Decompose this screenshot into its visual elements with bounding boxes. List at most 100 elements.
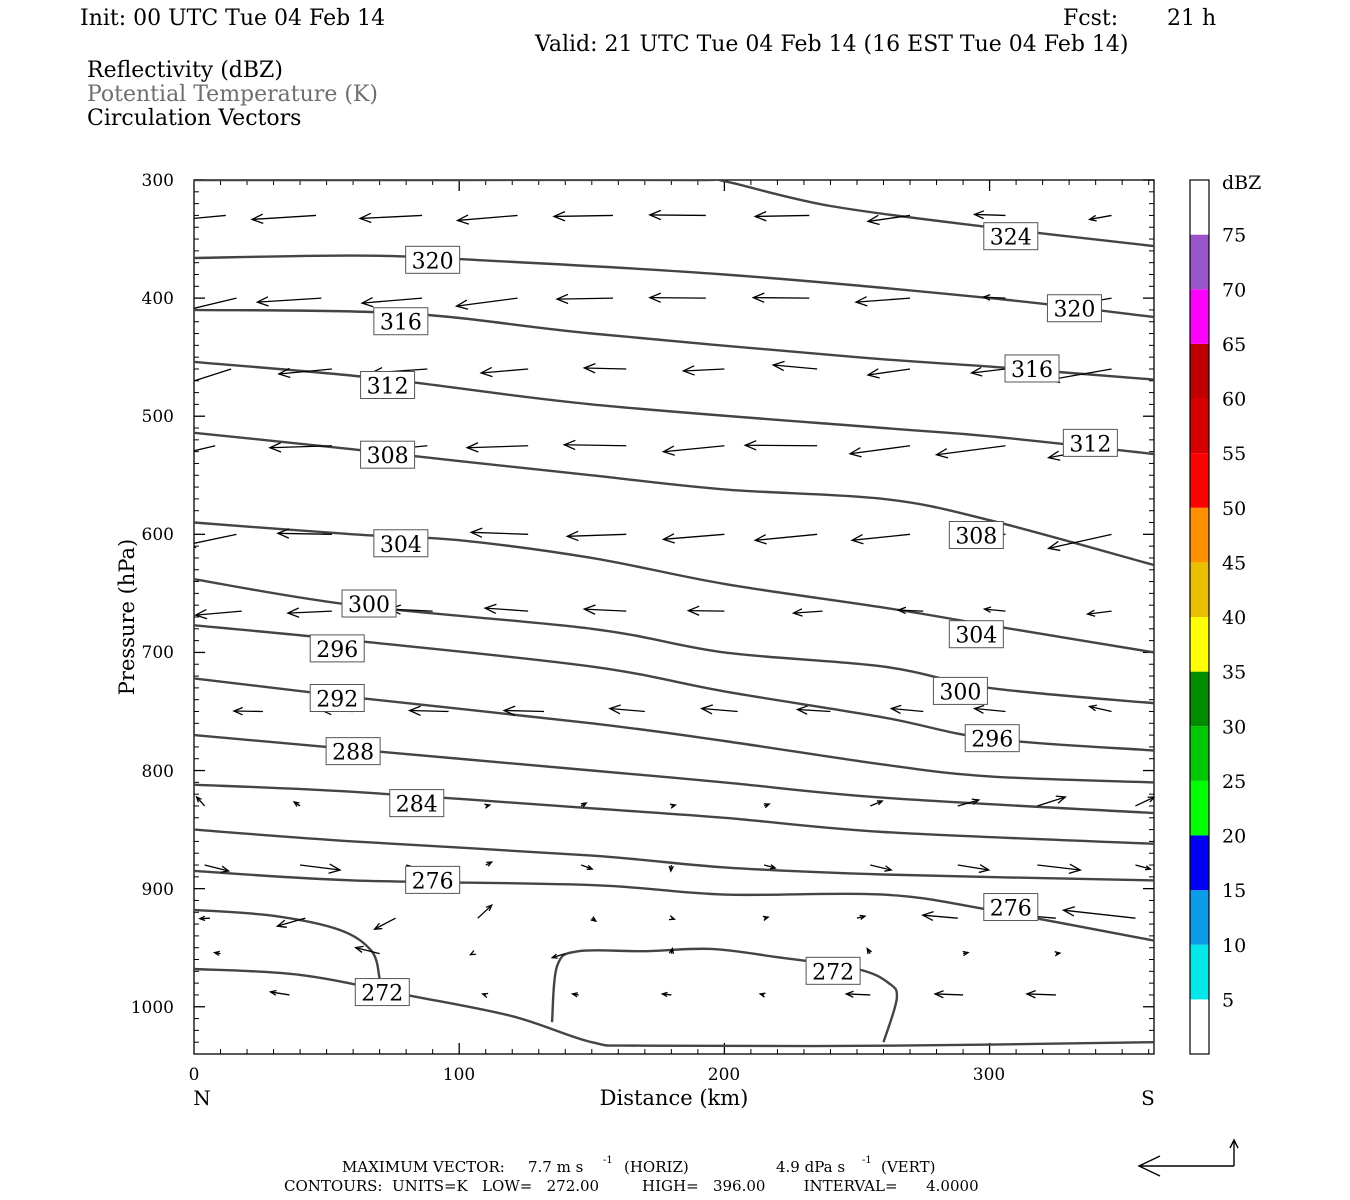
wind-vector (276, 528, 332, 539)
wind-vector (455, 214, 518, 225)
svg-text:304: 304 (380, 533, 422, 558)
isentrope-label-276: 276 (983, 893, 1039, 922)
wind-vector (743, 440, 818, 451)
y-tick-label-1000: 1000 (131, 998, 174, 1018)
field-title-theta: Potential Temperature (K) (87, 82, 378, 107)
colorbar-label: 30 (1222, 716, 1246, 738)
wind-vector (292, 801, 301, 807)
wind-vector (660, 991, 672, 998)
wind-vector (1037, 863, 1082, 874)
colorbar-label: 20 (1222, 826, 1246, 848)
wind-vector (751, 292, 810, 303)
wind-vector (791, 608, 823, 617)
wind-vector (668, 946, 675, 955)
wind-vector (844, 990, 871, 998)
wind-vector (465, 442, 529, 453)
wind-vector (848, 445, 911, 458)
wind-vector (982, 606, 1006, 613)
wind-vector (933, 990, 964, 999)
wind-vector (866, 368, 911, 379)
wind-vector (582, 363, 627, 374)
svg-text:288: 288 (332, 741, 374, 766)
colorbar-label: 60 (1222, 389, 1246, 411)
svg-text:300: 300 (939, 680, 981, 705)
colorbar-swatch (1190, 507, 1209, 563)
isentrope-label-320: 320 (405, 245, 461, 274)
colorbar-swatch (1190, 617, 1209, 672)
wind-vector (194, 608, 242, 620)
wind-vector (469, 527, 529, 538)
wind-vector (854, 296, 911, 307)
max-horiz-unit: (HORIZ) (624, 1158, 689, 1176)
wind-vector (1046, 533, 1112, 552)
wind-vector (194, 214, 226, 220)
max-vert-unit: (VERT) (881, 1158, 936, 1176)
wind-vector (870, 864, 893, 872)
wind-vector (479, 366, 529, 378)
wind-vector (502, 705, 545, 716)
isentrope-label-300: 300 (341, 589, 397, 618)
colorbar-label: 25 (1222, 771, 1246, 793)
wind-vector (1025, 989, 1056, 999)
colorbar-tick-labels: 5 10 15 20 25 30 35 40 45 50 55 60 65 70 75 (1222, 225, 1246, 1012)
wind-vector (1054, 951, 1062, 957)
isentrope-272 (550, 947, 899, 1043)
isentrope-label-272: 272 (354, 978, 410, 1007)
y-tick-label-300: 300 (142, 171, 174, 191)
max-horiz-exponent: -1 (603, 1155, 613, 1166)
isentrope-320 (194, 254, 1154, 319)
isentrope-272 (194, 967, 1154, 1048)
wind-vector (277, 367, 332, 379)
forecast-hour: 21 h (1167, 6, 1216, 31)
wind-vector (686, 605, 725, 616)
svg-text:296: 296 (971, 728, 1013, 753)
isentrope-label-288: 288 (325, 737, 381, 766)
isentrope-label-296: 296 (309, 634, 365, 663)
field-title-reflectivity: Reflectivity (dBZ) (87, 58, 283, 83)
south-end-label: S (1141, 1086, 1155, 1110)
colorbar-swatch (1190, 835, 1209, 891)
init-time: Init: 00 UTC Tue 04 Feb 14 (80, 6, 385, 31)
wind-vector (268, 989, 290, 996)
colorbar-swatch (1190, 343, 1209, 399)
colorbar-label: 65 (1222, 334, 1246, 356)
isentrope-280 (194, 828, 1154, 882)
svg-text:276: 276 (412, 869, 454, 894)
y-tick-label-700: 700 (142, 643, 174, 663)
y-tick-label-600: 600 (142, 525, 174, 545)
wind-vector (194, 533, 237, 549)
x-tick-label-300: 300 (973, 1065, 1005, 1085)
svg-text:316: 316 (1011, 358, 1053, 383)
colorbar-label: 5 (1222, 989, 1234, 1011)
wind-vector (896, 606, 924, 615)
colorbar-swatch (1190, 780, 1209, 836)
reflectivity-colorbar (1189, 179, 1210, 1055)
wind-vector (1037, 795, 1067, 807)
wind-vector (580, 802, 588, 808)
wind-vector (212, 950, 221, 957)
wind-vector (485, 861, 494, 867)
wind-vector (562, 439, 627, 451)
y-tick-label-500: 500 (142, 407, 174, 427)
wind-vector (198, 915, 210, 922)
wind-vector (753, 211, 810, 222)
wind-vector (299, 863, 342, 874)
wind-vector (550, 952, 566, 959)
isentrope-308 (194, 431, 1154, 567)
colorbar-label: 75 (1222, 225, 1246, 247)
valid-time: Valid: 21 UTC Tue 04 Feb 14 (16 EST Tue … (534, 32, 1129, 57)
wind-vector (250, 213, 317, 224)
wind-vector (771, 360, 818, 372)
isentrope-label-316: 316 (373, 307, 429, 336)
wind-vector (358, 212, 423, 224)
wind-vector (484, 803, 492, 809)
isentrope-label-324: 324 (983, 222, 1039, 251)
wind-vector (668, 864, 674, 873)
wind-vector (866, 947, 873, 955)
wind-vector (661, 445, 725, 456)
wind-vector (570, 992, 579, 998)
wind-vector (921, 911, 958, 922)
colorbar-label: 15 (1222, 880, 1246, 902)
wind-vector (869, 800, 884, 807)
wind-vector (957, 798, 981, 807)
